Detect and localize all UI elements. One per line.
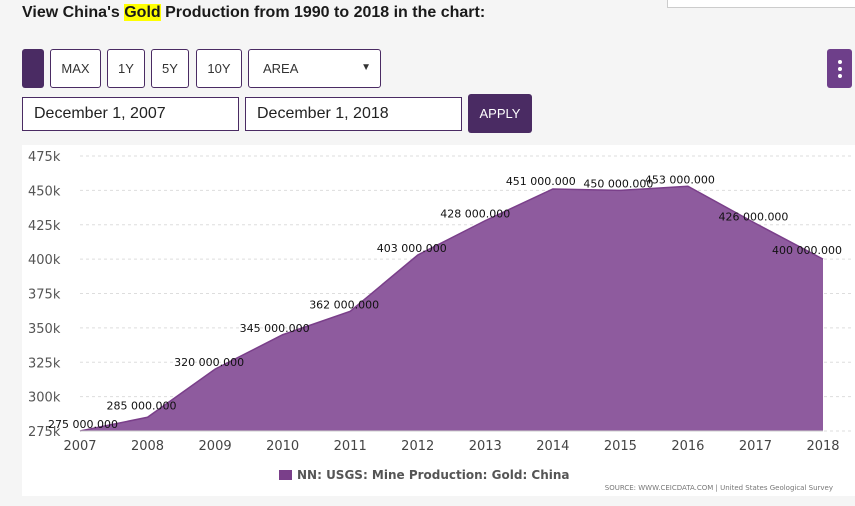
- range-button-10y[interactable]: 10Y: [196, 49, 242, 88]
- x-tick-label: 2016: [671, 439, 704, 454]
- range-button-selected[interactable]: [22, 49, 44, 88]
- x-tick-label: 2017: [739, 439, 772, 454]
- series-line: [79, 185, 824, 432]
- top-panel-edge: [667, 0, 855, 8]
- range-button-5y[interactable]: 5Y: [151, 49, 189, 88]
- data-label: 450 000.000: [583, 177, 653, 190]
- heading-highlight: Gold: [124, 4, 161, 21]
- page-heading: View China's Gold Production from 1990 t…: [22, 4, 485, 22]
- data-label: 275 000.000: [48, 418, 118, 431]
- chevron-down-icon: ▼: [361, 62, 371, 73]
- x-tick-label: 2010: [266, 439, 299, 454]
- data-label: 403 000.000: [377, 242, 447, 255]
- chart-type-select[interactable]: AREA ▼: [248, 49, 381, 88]
- x-tick-label: 2008: [131, 439, 164, 454]
- legend-label: NN: USGS: Mine Production: Gold: China: [297, 468, 570, 482]
- heading-prefix: View China's: [22, 4, 125, 21]
- x-tick-label: 2015: [604, 439, 637, 454]
- y-tick-label: 275k: [28, 425, 61, 440]
- data-label: 400 000.000: [772, 244, 842, 257]
- y-tick-label: 400k: [28, 253, 61, 268]
- x-tick-label: 2012: [401, 439, 434, 454]
- data-label: 345 000.000: [240, 322, 310, 335]
- more-options-button[interactable]: [827, 49, 852, 88]
- data-label: 451 000.000: [506, 175, 576, 188]
- data-label: 285 000.000: [107, 399, 177, 412]
- x-tick-label: 2011: [334, 439, 367, 454]
- x-tick-label: 2018: [806, 439, 839, 454]
- y-tick-label: 300k: [28, 391, 61, 406]
- x-tick-label: 2014: [536, 439, 569, 454]
- y-tick-label: 425k: [28, 219, 61, 234]
- chart-type-value: AREA: [263, 61, 299, 76]
- data-label: 362 000.000: [309, 298, 379, 311]
- source-note: SOURCE: WWW.CEICDATA.COM | United States…: [604, 484, 833, 492]
- chart-panel: 275k 300k 325k 350k 375k 400k 425k 450k 475k 2007…: [22, 145, 855, 496]
- y-tick-label: 375k: [28, 288, 61, 303]
- y-tick-label: 475k: [28, 150, 61, 165]
- x-tick-label: 2009: [199, 439, 232, 454]
- legend-swatch: [279, 470, 292, 480]
- end-date-field[interactable]: December 1, 2018: [245, 97, 462, 131]
- data-label: 426 000.000: [718, 210, 788, 223]
- y-tick-label: 350k: [28, 322, 61, 337]
- range-button-1y[interactable]: 1Y: [107, 49, 145, 88]
- area-chart: 275k 300k 325k 350k 375k 400k 425k 450k 475k 2007…: [28, 150, 853, 454]
- apply-button[interactable]: APPLY: [468, 94, 532, 133]
- start-date-field[interactable]: December 1, 2007: [22, 97, 239, 131]
- y-tick-label: 325k: [28, 356, 61, 371]
- x-tick-label: 2013: [469, 439, 502, 454]
- data-label: 428 000.000: [440, 208, 510, 221]
- heading-suffix: Production from 1990 to 2018 in the char…: [160, 4, 486, 21]
- kebab-dot-icon: [837, 66, 842, 71]
- area-series: [80, 186, 823, 431]
- chart-legend[interactable]: NN: USGS: Mine Production: Gold: China: [279, 468, 570, 482]
- x-tick-label: 2007: [63, 439, 96, 454]
- data-label: 453 000.000: [645, 173, 715, 186]
- y-tick-label: 450k: [28, 184, 61, 199]
- kebab-dot-icon: [837, 73, 842, 78]
- data-label: 320 000.000: [174, 356, 244, 369]
- kebab-dot-icon: [837, 59, 842, 64]
- range-button-max[interactable]: MAX: [50, 49, 101, 88]
